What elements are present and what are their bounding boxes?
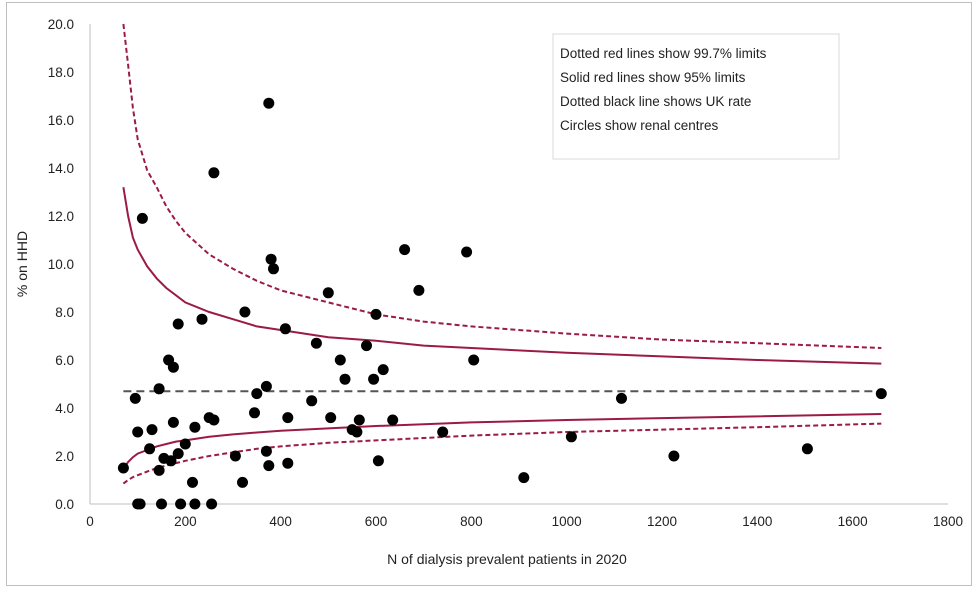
limit-line-upper95	[122, 187, 882, 365]
renal-centre-point	[260, 445, 272, 457]
renal-centre-point	[334, 354, 346, 366]
renal-centre-point	[260, 380, 272, 392]
x-tick-label: 1600	[838, 514, 868, 529]
renal-centre-point	[206, 498, 218, 510]
y-tick-label: 8.0	[55, 305, 74, 320]
x-tick-label: 1000	[552, 514, 582, 529]
y-tick-label: 2.0	[55, 449, 74, 464]
renal-centre-point	[377, 364, 389, 376]
limit-line-lower95	[122, 413, 882, 470]
x-tick-label: 1200	[647, 514, 677, 529]
renal-centre-point	[353, 414, 365, 426]
renal-centre-point	[117, 462, 129, 474]
legend-line-2: Solid red lines show 95% limits	[560, 70, 746, 85]
renal-centre-point	[136, 212, 148, 224]
renal-centre-point	[146, 424, 158, 436]
renal-centre-point	[387, 414, 399, 426]
renal-centre-point	[208, 167, 220, 179]
renal-centre-point	[156, 498, 167, 510]
y-tick-label: 20.0	[48, 17, 74, 32]
renal-centre-point	[282, 457, 294, 469]
y-tick-label: 12.0	[48, 209, 74, 224]
y-tick-label: 6.0	[55, 353, 74, 368]
renal-centre-point	[167, 416, 179, 428]
x-tick-label: 0	[86, 514, 94, 529]
renal-centre-point	[616, 392, 627, 404]
renal-centre-point	[875, 388, 887, 400]
renal-centre-point	[175, 498, 187, 510]
legend: Dotted red lines show 99.7% limits Solid…	[552, 33, 840, 160]
renal-centre-point	[153, 383, 165, 395]
x-tick-label: 1400	[742, 514, 772, 529]
limit-line-upper997	[122, 23, 882, 349]
x-tick-label: 200	[174, 514, 197, 529]
y-tick-label: 18.0	[48, 65, 74, 80]
legend-box	[552, 33, 840, 160]
renal-centre-point	[263, 460, 275, 472]
x-tick-label: 1800	[933, 514, 963, 529]
renal-centre-point	[399, 244, 411, 256]
x-tick-label: 800	[460, 514, 483, 529]
legend-line-3: Dotted black line shows UK rate	[560, 94, 751, 109]
y-tick-label: 0.0	[55, 497, 74, 512]
renal-centre-point	[368, 373, 380, 385]
renal-centre-point	[668, 450, 680, 462]
renal-centre-point	[263, 97, 275, 109]
renal-centre-point	[249, 407, 260, 419]
renal-centre-point	[165, 455, 177, 467]
renal-centre-point	[468, 354, 480, 366]
renal-centre-point	[361, 340, 372, 352]
renal-centre-point	[413, 284, 425, 296]
renal-centre-point	[196, 313, 208, 325]
axes: 0 200 400 600 800 1000 1200 1400 1600 1800 0.0 2.0 4…	[48, 17, 963, 529]
renal-centre-point	[167, 361, 179, 373]
renal-centre-point	[129, 392, 141, 404]
renal-centre-point	[437, 426, 449, 438]
renal-centre-point	[518, 472, 530, 484]
renal-centre-point	[251, 388, 263, 400]
renal-centre-point	[279, 323, 291, 335]
renal-centre-point	[172, 318, 184, 330]
renal-centre-point	[325, 412, 337, 424]
renal-centre-point	[189, 498, 201, 510]
renal-centre-point	[282, 412, 294, 424]
renal-centre-point	[179, 438, 191, 450]
y-tick-label: 14.0	[48, 161, 74, 176]
renal-centre-point	[339, 373, 351, 385]
renal-centre-point	[229, 450, 241, 462]
renal-centre-point	[310, 337, 322, 349]
renal-centre-point	[461, 246, 473, 258]
renal-centre-point	[153, 464, 165, 476]
renal-centre-point	[239, 306, 251, 318]
x-axis-title: N of dialysis prevalent patients in 2020	[387, 551, 627, 567]
renal-centre-point	[306, 395, 318, 407]
y-tick-label: 10.0	[48, 257, 74, 272]
renal-centre-point	[372, 455, 384, 467]
renal-centre-point	[565, 431, 577, 443]
legend-line-1: Dotted red lines show 99.7% limits	[560, 46, 767, 61]
renal-centre-point	[265, 253, 277, 265]
renal-centre-point	[208, 414, 220, 426]
renal-centre-point	[322, 287, 334, 299]
renal-centre-point	[237, 476, 248, 488]
renal-centre-point	[351, 426, 363, 438]
x-tick-label: 400	[269, 514, 292, 529]
renal-centre-point	[172, 448, 184, 460]
renal-centre-point	[144, 443, 156, 455]
renal-centre-point	[187, 476, 198, 488]
data-points	[117, 97, 887, 510]
renal-centre-point	[801, 443, 813, 455]
y-axis-title: % on HHD	[14, 231, 30, 297]
renal-centre-point	[134, 498, 146, 510]
legend-line-4: Circles show renal centres	[560, 118, 719, 133]
y-tick-label: 4.0	[55, 401, 74, 416]
renal-centre-point	[132, 426, 144, 438]
y-tick-label: 16.0	[48, 113, 74, 128]
renal-centre-point	[189, 421, 201, 433]
x-tick-label: 600	[365, 514, 388, 529]
renal-centre-point	[370, 308, 382, 320]
renal-centre-point	[268, 263, 279, 275]
